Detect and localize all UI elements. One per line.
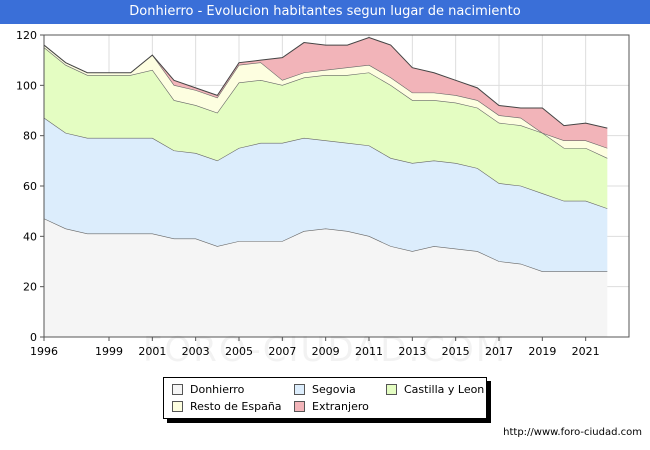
legend-label-extranjero: Extranjero xyxy=(312,400,369,413)
legend-item-castilla-y-leon: Castilla y Leon xyxy=(386,383,484,397)
legend-item-extranjero: Extranjero xyxy=(294,400,369,414)
legend-swatch-donhierro xyxy=(172,383,183,395)
y-tick-label-100: 100 xyxy=(16,79,37,92)
x-axis-ticks: 1996 1999 2001 2003 2005 2007 2009 2011 2013 2015… xyxy=(30,337,600,358)
line-donhierro xyxy=(43,218,608,272)
legend-label-segovia: Segovia xyxy=(312,383,356,396)
area-donhierro xyxy=(44,218,608,337)
series-lines xyxy=(43,36,608,272)
legend-item-donhierro: Donhierro xyxy=(172,383,244,397)
y-tick-label-80: 80 xyxy=(23,130,37,143)
line-castilla xyxy=(43,47,608,159)
y-tick-label-120: 120 xyxy=(16,29,37,42)
watermark: FORO-CIUDAD.COM xyxy=(142,330,508,370)
x-tick-label-2007: 2007 xyxy=(268,345,296,358)
x-tick-label-2001: 2001 xyxy=(138,345,166,358)
y-tick-label-60: 60 xyxy=(23,180,37,193)
x-tick-label-2021: 2021 xyxy=(572,345,600,358)
x-tick-label-2013: 2013 xyxy=(398,345,426,358)
area-castilla xyxy=(44,47,608,209)
legend: Donhierro Segovia Castilla y Leon Resto … xyxy=(163,377,487,419)
legend-label-castilla-y-leon: Castilla y Leon xyxy=(404,383,485,396)
y-axis-ticks: 0 20 40 60 80 100 120 xyxy=(16,29,44,344)
legend-swatch-segovia xyxy=(294,383,305,395)
source-link[interactable]: http://www.foro-ciudad.com xyxy=(503,427,642,438)
x-tick-label-2017: 2017 xyxy=(485,345,513,358)
x-tick-label-2005: 2005 xyxy=(225,345,253,358)
chart-title: Donhierro - Evolucion habitantes segun l… xyxy=(0,0,650,24)
x-tick-label-2019: 2019 xyxy=(528,345,556,358)
x-tick-label-1999: 1999 xyxy=(95,345,123,358)
x-tick-label-2015: 2015 xyxy=(442,345,470,358)
area-extranjero xyxy=(44,37,608,149)
legend-label-resto-de-espana: Resto de España xyxy=(190,400,282,413)
x-tick-label-2011: 2011 xyxy=(355,345,383,358)
x-tick-label-2009: 2009 xyxy=(312,345,340,358)
legend-swatch-extranjero xyxy=(294,400,305,412)
x-tick-label-2003: 2003 xyxy=(182,345,210,358)
x-tick-label-1996: 1996 xyxy=(30,345,58,358)
legend-label-donhierro: Donhierro xyxy=(190,383,245,396)
line-segovia xyxy=(43,117,608,209)
line-extranjero xyxy=(43,36,608,129)
legend-item-resto-de-espana: Resto de España xyxy=(172,400,282,414)
legend-swatch-resto-de-espana xyxy=(172,400,183,412)
legend-item-segovia: Segovia xyxy=(294,383,356,397)
y-tick-label-40: 40 xyxy=(23,230,37,243)
y-tick-label-0: 0 xyxy=(30,331,37,344)
area-segovia xyxy=(44,118,608,272)
legend-swatch-castilla-y-leon xyxy=(386,383,397,395)
stacked-areas xyxy=(44,37,608,337)
y-tick-label-20: 20 xyxy=(23,281,37,294)
